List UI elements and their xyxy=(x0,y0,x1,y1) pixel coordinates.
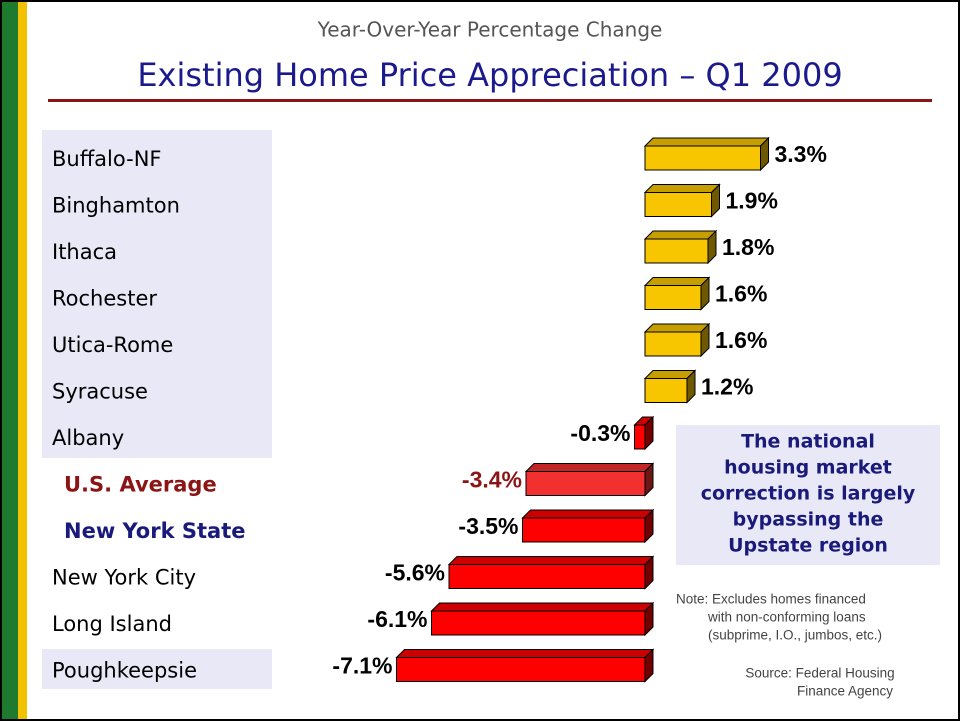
category-label: U.S. Average xyxy=(64,473,217,497)
bar xyxy=(448,564,646,589)
category-label: New York City xyxy=(52,566,196,590)
value-label: 1.8% xyxy=(722,234,774,260)
category-label: Utica-Rome xyxy=(52,333,173,357)
label-panel xyxy=(42,130,272,458)
side-stripe-yellow xyxy=(18,0,27,721)
note: Note: Excludes homes financed xyxy=(676,592,866,607)
annotation: The national xyxy=(741,431,875,453)
bar-top xyxy=(430,602,655,612)
value-label: -3.4% xyxy=(462,467,522,493)
annotation: correction is largely xyxy=(701,483,916,505)
annotation: Upstate region xyxy=(728,535,888,557)
source: Source: Federal Housing xyxy=(745,666,894,681)
category-label: Rochester xyxy=(52,287,157,311)
bar xyxy=(431,610,646,636)
subtitle: Year-Over-Year Percentage Change xyxy=(317,18,663,42)
bar-top xyxy=(447,556,655,565)
category-label: Poughkeepsie xyxy=(52,659,197,683)
annotation: bypassing the xyxy=(733,509,884,531)
bar xyxy=(525,471,646,496)
bar-top xyxy=(524,463,655,472)
note: (subprime, I.O., jumbos, etc.) xyxy=(708,628,882,643)
value-label: 1.6% xyxy=(715,281,767,307)
annotation: housing market xyxy=(724,457,892,479)
category-label: Binghamton xyxy=(52,194,180,218)
bar-top xyxy=(643,277,711,286)
side-stripe-green xyxy=(0,0,18,721)
bar-top xyxy=(521,509,655,519)
category-label: New York State xyxy=(64,519,245,543)
value-label: -3.5% xyxy=(458,513,518,539)
bar xyxy=(644,145,761,171)
bar-top xyxy=(643,230,718,240)
value-label: -5.6% xyxy=(385,560,445,586)
category-label: Albany xyxy=(52,426,124,450)
chart-title: Existing Home Price Appreciation – Q1 20… xyxy=(137,56,842,94)
category-label: Ithaca xyxy=(52,240,117,264)
bar xyxy=(644,192,712,217)
bar xyxy=(644,331,702,357)
bar-top xyxy=(395,649,655,658)
value-label: -7.1% xyxy=(332,653,392,679)
value-label: 3.3% xyxy=(775,141,827,167)
category-label: Long Island xyxy=(52,612,172,636)
value-label: 1.9% xyxy=(726,188,778,214)
value-label: -0.3% xyxy=(570,420,630,446)
value-label: -6.1% xyxy=(367,606,427,632)
bar xyxy=(644,238,709,264)
bar xyxy=(644,285,702,310)
bar-top xyxy=(643,323,711,333)
bar-top xyxy=(643,137,770,147)
label-panel xyxy=(42,649,272,689)
category-label: Syracuse xyxy=(52,380,148,404)
bar xyxy=(634,424,646,450)
value-label: 1.2% xyxy=(701,374,753,400)
source: Finance Agency xyxy=(797,684,893,699)
bar xyxy=(396,657,646,682)
bar xyxy=(522,517,646,543)
bar xyxy=(644,378,688,403)
note: with non-conforming loans xyxy=(707,610,866,625)
bar-top xyxy=(643,184,721,193)
value-label: 1.6% xyxy=(715,327,767,353)
annotation-box xyxy=(676,425,940,565)
title-rule xyxy=(48,99,932,102)
category-label: Buffalo-NF xyxy=(52,147,162,171)
